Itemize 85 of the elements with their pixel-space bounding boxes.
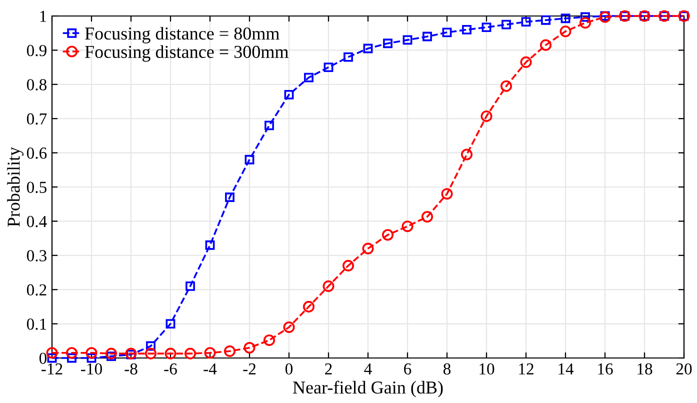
y-tick-label: 0.9 [26, 44, 46, 56]
point [480, 110, 492, 122]
point [105, 348, 118, 360]
point [86, 353, 96, 363]
y-tick-label: 0.2 [26, 284, 46, 296]
y-tick-label: 0.4 [26, 216, 47, 228]
point [344, 52, 353, 62]
x-tick-label: 18 [638, 363, 652, 375]
point [302, 300, 315, 312]
point [462, 24, 472, 34]
x-tick-label: -10 [81, 363, 102, 375]
point [579, 17, 592, 29]
x-tick-label: 0 [285, 363, 293, 375]
point [482, 22, 492, 32]
x-tick-label: -4 [204, 363, 217, 374]
point [204, 347, 216, 359]
x-tick-label: 14 [558, 363, 574, 374]
point [363, 44, 373, 54]
x-tick-label: 2 [325, 363, 332, 374]
x-tick-label: 20 [676, 363, 692, 375]
point [225, 192, 234, 202]
point [460, 148, 473, 160]
x-tick-label: 4 [364, 363, 372, 374]
point [184, 348, 196, 360]
x-tick-label: 10 [480, 363, 494, 375]
point [166, 319, 176, 329]
point [422, 32, 432, 42]
point [146, 341, 156, 351]
x-tick-label: -12 [42, 363, 62, 374]
y-tick-label: 0.8 [26, 79, 47, 90]
point [502, 20, 511, 30]
point [205, 240, 215, 250]
point [144, 348, 157, 360]
point [66, 347, 78, 359]
y-tick-label: 0.7 [26, 113, 47, 125]
point [540, 39, 552, 51]
point [264, 120, 274, 130]
point [520, 56, 532, 68]
point [186, 281, 195, 291]
x-tick-label: 12 [519, 363, 534, 374]
point [580, 12, 590, 22]
point [442, 28, 452, 38]
point [402, 35, 412, 45]
point [67, 353, 76, 363]
point [382, 229, 394, 241]
point [322, 280, 334, 292]
x-tick-label: -8 [124, 363, 138, 375]
point [441, 188, 453, 200]
point [244, 154, 254, 164]
y-tick-label: 0.6 [26, 148, 47, 159]
point [421, 210, 434, 223]
x-tick-label: -2 [243, 363, 256, 374]
point [500, 80, 512, 92]
point [164, 348, 176, 360]
point [560, 26, 572, 38]
x-tick-label: 6 [404, 363, 412, 375]
point [362, 242, 374, 254]
x-tick-label: -6 [164, 363, 177, 375]
point [106, 352, 116, 362]
point [263, 334, 276, 346]
point [402, 220, 414, 232]
point [521, 17, 531, 27]
point [541, 15, 550, 25]
point [86, 347, 98, 359]
legend-label: Focusing distance = 300mm [85, 45, 288, 62]
x-tick-label: 16 [598, 363, 613, 375]
point [324, 62, 334, 72]
y-axis-title: Probability [7, 146, 24, 227]
point [283, 321, 295, 333]
point [342, 260, 354, 272]
point [383, 38, 392, 48]
point [46, 347, 58, 359]
y-tick-label: 0.1 [26, 318, 46, 330]
x-tick-label: 8 [443, 363, 451, 375]
y-tick-label: 0.3 [26, 250, 46, 262]
y-tick-label: 1 [40, 10, 46, 22]
x-axis-title: Near-field Gain (dB) [293, 380, 443, 398]
point [284, 90, 294, 100]
legend-label: Focusing distance = 80mm [85, 26, 280, 44]
point [560, 14, 570, 24]
point [304, 72, 314, 82]
y-tick-label: 0.5 [26, 182, 46, 194]
point [224, 345, 236, 357]
point [244, 342, 256, 354]
y-tick-label: 0 [39, 352, 47, 364]
